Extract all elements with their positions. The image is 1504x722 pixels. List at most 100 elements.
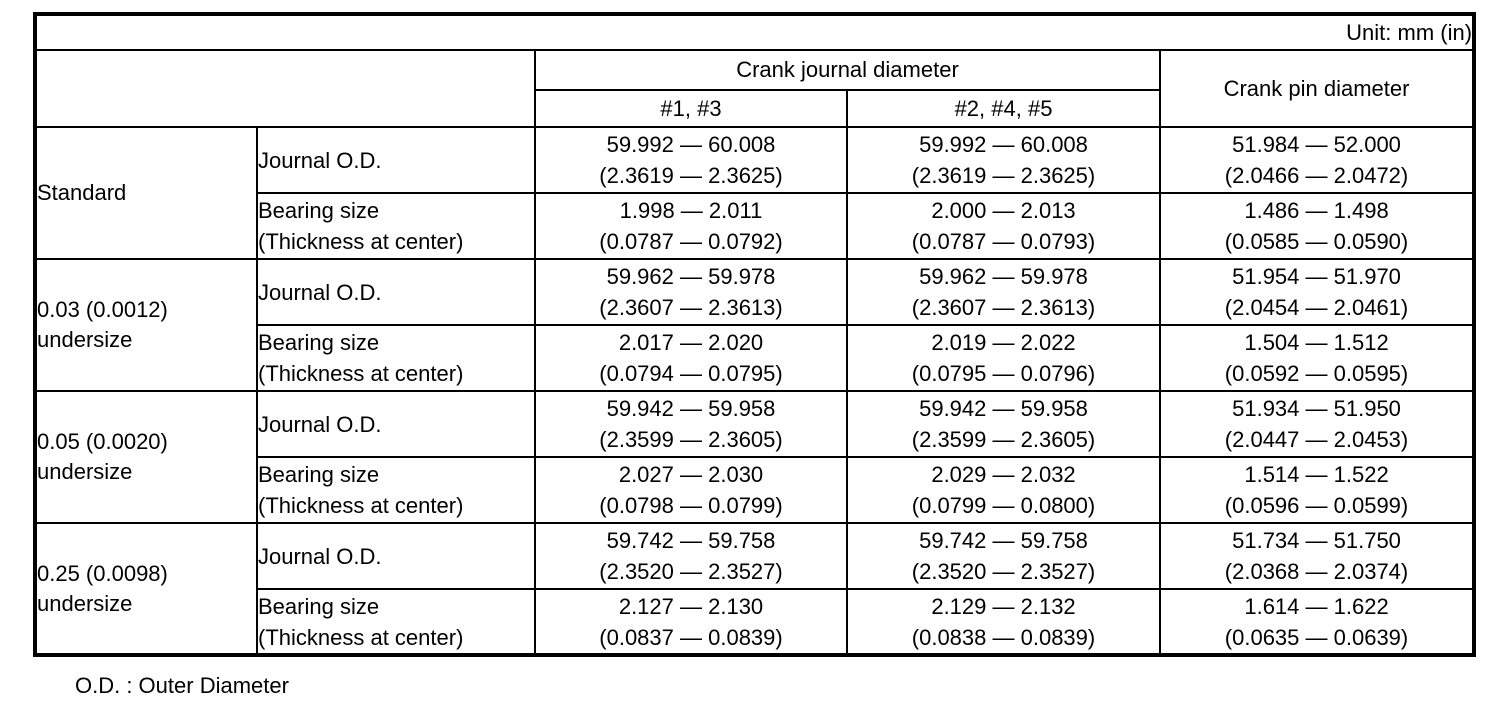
table-row: 0.05 (0.0020) undersize Journal O.D. 59.…	[34, 390, 1476, 524]
value-in: (0.0635 — 0.0639)	[1224, 624, 1409, 650]
measurement-label-journal-od: Journal O.D.	[256, 390, 536, 458]
value-mm: 59.962 — 59.978	[919, 264, 1088, 289]
value-003-journal-13: 59.962 — 59.978 (2.3607 — 2.3613)	[534, 258, 848, 326]
header-row-2: #1, #3 #2, #4, #5	[35, 89, 1474, 128]
value-in: (0.0795 — 0.0796)	[911, 361, 1096, 386]
value-005-pin: 51.934 — 51.950 (2.0447 — 2.0453)	[1158, 390, 1476, 458]
value-in: (2.3619 — 2.3625)	[911, 163, 1096, 188]
value-mm: 2.017 — 2.020	[618, 330, 764, 355]
unit-row: Unit: mm (in)	[33, 13, 1476, 51]
value-in: (2.3520 — 2.3527)	[911, 559, 1096, 584]
value-in: (0.0787 — 0.0792)	[599, 229, 783, 254]
value-in: (2.3599 — 2.3605)	[599, 427, 783, 452]
value-mm: 2.027 — 2.030	[618, 462, 764, 487]
measurement-label-journal-od: Journal O.D.	[256, 522, 536, 590]
table-row: Bearing size (Thickness at center) 2.027…	[35, 456, 1476, 524]
value-005-journal-245: 59.942 — 59.958 (2.3599 — 2.3605)	[846, 390, 1161, 458]
measurement-label-journal-od: Journal O.D.	[256, 258, 536, 326]
header-row-1: Crank journal diameter Crank pin diamete…	[34, 49, 1476, 128]
value-025-journal-245: 59.742 — 59.758 (2.3520 — 2.3527)	[846, 522, 1161, 590]
value-005-bearing-13: 2.027 — 2.030 (0.0798 — 0.0799)	[534, 456, 848, 524]
value-standard-bearing-245: 2.000 — 2.013 (0.0787 — 0.0793)	[846, 192, 1161, 260]
value-mm: 51.984 — 52.000	[1232, 132, 1401, 157]
measurement-label-bearing-size: Bearing size (Thickness at center)	[256, 192, 536, 260]
journal-col-1-3-header: #1, #3	[534, 89, 848, 128]
value-in: (2.3607 — 2.3613)	[911, 295, 1096, 320]
value-in: (2.3520 — 2.3527)	[599, 559, 783, 584]
value-mm: 2.127 — 2.130	[618, 593, 764, 619]
value-mm: 59.742 — 59.758	[919, 528, 1088, 553]
group-label-line1: 0.03 (0.0012)	[37, 297, 168, 322]
value-in: (2.3599 — 2.3605)	[911, 427, 1096, 452]
measurement-label-bearing-size: Bearing size (Thickness at center)	[256, 456, 536, 524]
group-label-003-undersize: 0.03 (0.0012) undersize	[34, 258, 258, 392]
value-mm: 2.000 — 2.013	[931, 198, 1076, 223]
table-row: 0.25 (0.0098) undersize Journal O.D. 59.…	[34, 522, 1476, 656]
value-in: (0.0799 — 0.0800)	[911, 493, 1096, 518]
value-in: (0.0596 — 0.0599)	[1224, 493, 1409, 518]
value-mm: 1.614 — 1.622	[1244, 593, 1389, 619]
measurement-label-bearing-size: Bearing size (Thickness at center)	[256, 324, 536, 392]
value-mm: 2.029 — 2.032	[931, 462, 1076, 487]
value-mm: 1.504 — 1.512	[1244, 330, 1389, 355]
value-standard-journal-245: 59.992 — 60.008 (2.3619 — 2.3625)	[846, 126, 1161, 194]
value-003-journal-245: 59.962 — 59.978 (2.3607 — 2.3613)	[846, 258, 1161, 326]
measurement-label-journal-od: Journal O.D.	[256, 126, 536, 194]
group-label-005-undersize: 0.05 (0.0020) undersize	[34, 390, 258, 524]
group-label-line2: undersize	[37, 590, 133, 616]
group-label-line1: Standard	[37, 180, 127, 205]
value-005-journal-13: 59.942 — 59.958 (2.3599 — 2.3605)	[534, 390, 848, 458]
value-standard-journal-13: 59.992 — 60.008 (2.3619 — 2.3625)	[534, 126, 848, 194]
value-mm: 1.486 — 1.498	[1244, 198, 1389, 223]
value-003-pin: 51.954 — 51.970 (2.0454 — 2.0461)	[1158, 258, 1476, 326]
value-025-pin: 51.734 — 51.750 (2.0368 — 2.0374)	[1158, 522, 1476, 590]
value-025-journal-13: 59.742 — 59.758 (2.3520 — 2.3527)	[534, 522, 848, 590]
value-mm: 59.742 — 59.758	[606, 528, 776, 553]
value-mm: 59.992 — 60.008	[919, 132, 1088, 157]
table-row: Bearing size (Thickness at center) 1.998…	[35, 192, 1476, 260]
journal-col-2-4-5-header: #2, #4, #5	[846, 89, 1161, 128]
value-in: (2.0466 — 2.0472)	[1224, 163, 1409, 188]
table-row: Bearing size (Thickness at center) 2.017…	[35, 324, 1476, 392]
value-in: (0.0837 — 0.0839)	[599, 624, 783, 650]
table-row: Bearing size (Thickness at center) 2.127…	[35, 588, 1476, 656]
group-label-025-undersize: 0.25 (0.0098) undersize	[34, 522, 258, 656]
value-in: (2.3607 — 2.3613)	[599, 295, 783, 320]
value-003-bearing-13: 2.017 — 2.020 (0.0794 — 0.0795)	[534, 324, 848, 392]
value-in: (0.0592 — 0.0595)	[1224, 361, 1409, 386]
value-025-bearing-pin: 1.614 — 1.622 (0.0635 — 0.0639)	[1158, 588, 1476, 656]
value-in: (2.0368 — 2.0374)	[1224, 559, 1409, 584]
value-in: (2.3619 — 2.3625)	[599, 163, 783, 188]
group-label-line2: undersize	[37, 327, 133, 352]
header-spacer	[34, 49, 536, 128]
value-003-bearing-pin: 1.504 — 1.512 (0.0592 — 0.0595)	[1158, 324, 1476, 392]
crank-pin-diameter-header: Crank pin diameter	[1158, 49, 1476, 128]
value-mm: 2.129 — 2.132	[931, 593, 1076, 619]
value-mm: 59.962 — 59.978	[606, 264, 776, 289]
value-in: (0.0794 — 0.0795)	[599, 361, 783, 386]
value-005-bearing-245: 2.029 — 2.032 (0.0799 — 0.0800)	[846, 456, 1161, 524]
value-mm: 51.734 — 51.750	[1232, 528, 1401, 553]
group-label-line1: 0.05 (0.0020)	[37, 429, 168, 454]
value-mm: 59.942 — 59.958	[919, 396, 1088, 421]
value-standard-bearing-13: 1.998 — 2.011 (0.0787 — 0.0792)	[534, 192, 848, 260]
value-in: (2.0454 — 2.0461)	[1224, 295, 1409, 320]
value-mm: 59.942 — 59.958	[606, 396, 776, 421]
value-in: (0.0798 — 0.0799)	[599, 493, 783, 518]
crank-journal-diameter-header: Crank journal diameter	[534, 49, 1161, 91]
table-row: Standard Journal O.D. 59.992 — 60.008 (2…	[34, 126, 1476, 260]
unit-label: Unit: mm (in)	[33, 13, 1476, 51]
value-in: (2.0447 — 2.0453)	[1224, 427, 1409, 452]
value-mm: 59.992 — 60.008	[606, 132, 776, 157]
value-025-bearing-13: 2.127 — 2.130 (0.0837 — 0.0839)	[534, 588, 848, 656]
value-mm: 51.954 — 51.970	[1232, 264, 1401, 289]
group-label-standard: Standard	[34, 126, 258, 260]
measurement-label-bearing-size: Bearing size (Thickness at center)	[256, 588, 536, 656]
crankshaft-spec-table: Unit: mm (in) Crank journal diameter Cra…	[33, 12, 1477, 657]
value-mm: 1.998 — 2.011	[619, 198, 763, 223]
value-in: (0.0585 — 0.0590)	[1224, 229, 1409, 254]
od-footnote: O.D. : Outer Diameter	[75, 673, 289, 698]
value-mm: 1.514 — 1.522	[1244, 462, 1389, 487]
value-005-bearing-pin: 1.514 — 1.522 (0.0596 — 0.0599)	[1158, 456, 1476, 524]
value-standard-bearing-pin: 1.486 — 1.498 (0.0585 — 0.0590)	[1158, 192, 1476, 260]
